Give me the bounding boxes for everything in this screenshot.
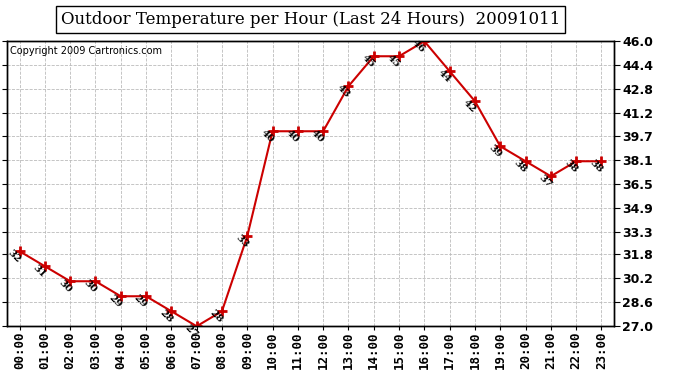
Text: Copyright 2009 Cartronics.com: Copyright 2009 Cartronics.com (10, 45, 162, 56)
Text: 28: 28 (208, 309, 225, 325)
Text: 29: 29 (107, 294, 124, 310)
Text: 37: 37 (537, 174, 553, 190)
Text: 45: 45 (360, 54, 377, 70)
Text: 27: 27 (183, 324, 199, 340)
Text: 38: 38 (562, 159, 579, 175)
Text: 40: 40 (309, 129, 326, 145)
Text: 45: 45 (386, 54, 402, 70)
Text: 30: 30 (57, 279, 73, 295)
Text: 30: 30 (81, 279, 98, 295)
Text: 42: 42 (461, 99, 477, 115)
Text: 38: 38 (588, 159, 604, 175)
Text: 38: 38 (512, 159, 529, 175)
Text: 40: 40 (259, 129, 275, 145)
Text: 43: 43 (335, 84, 351, 100)
Text: 31: 31 (31, 264, 48, 280)
Text: 40: 40 (284, 129, 301, 145)
Text: 29: 29 (132, 294, 149, 310)
Text: 44: 44 (436, 69, 453, 85)
Text: Outdoor Temperature per Hour (Last 24 Hours)  20091011: Outdoor Temperature per Hour (Last 24 Ho… (61, 11, 560, 28)
Text: 46: 46 (411, 39, 427, 55)
Text: 33: 33 (234, 234, 250, 250)
Text: 32: 32 (6, 249, 22, 265)
Text: 28: 28 (157, 309, 174, 325)
Text: 39: 39 (486, 144, 503, 160)
